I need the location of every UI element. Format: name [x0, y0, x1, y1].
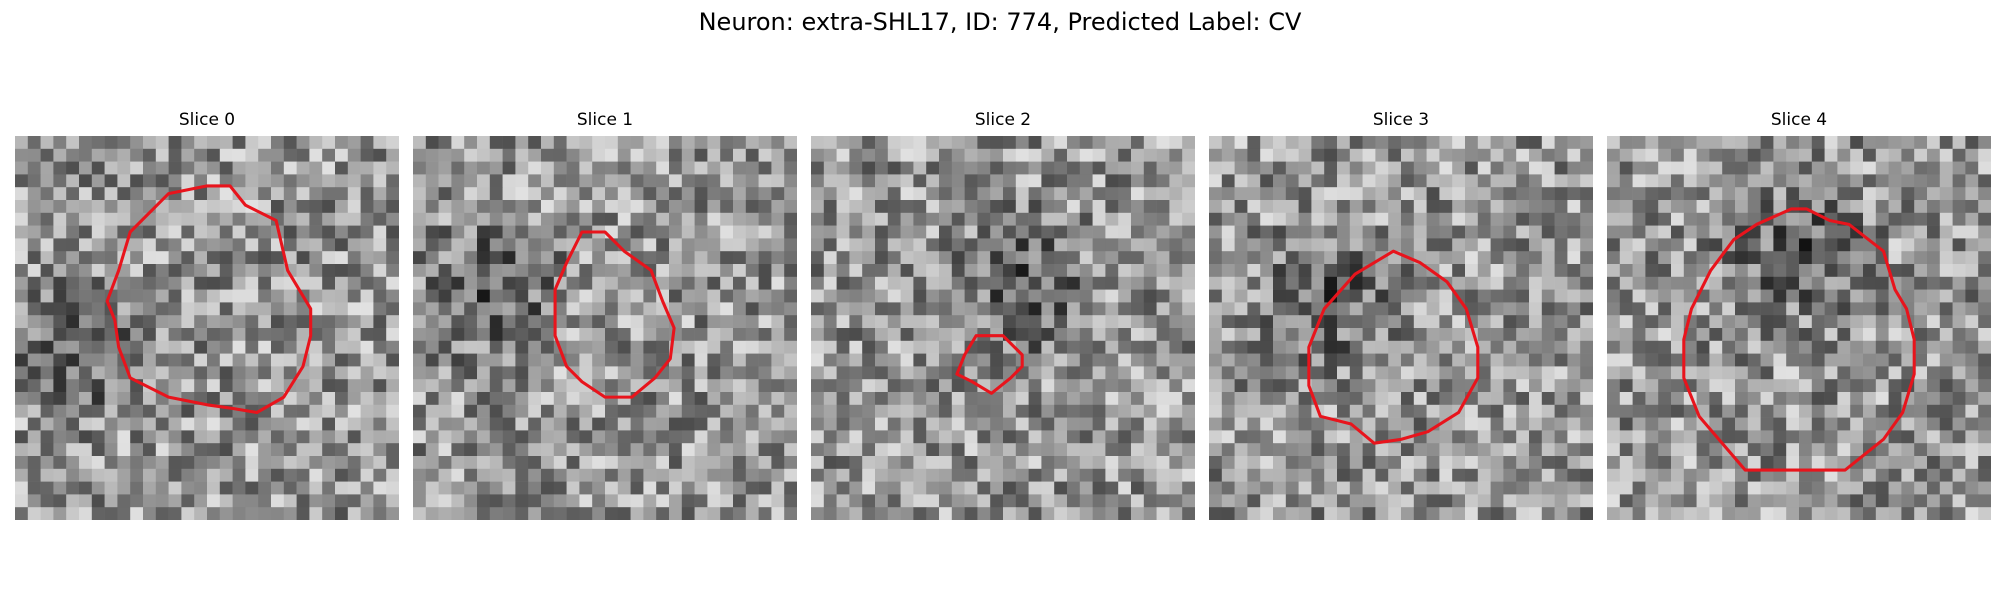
slice-panel-4: Slice 4	[1607, 108, 1991, 520]
slice-image	[811, 136, 1195, 520]
slice-image	[1209, 136, 1593, 520]
roi-contour	[955, 334, 1024, 395]
slice-panel-1: Slice 1	[413, 108, 797, 520]
slice-panel-3: Slice 3	[1209, 108, 1593, 520]
slice-image	[413, 136, 797, 520]
slice-title: Slice 3	[1372, 110, 1430, 130]
figure-title: Neuron: extra-SHL17, ID: 774, Predicted …	[698, 8, 1302, 36]
slice-title: Slice 2	[974, 110, 1032, 130]
slice-title: Slice 0	[178, 110, 236, 130]
roi-contour	[1682, 207, 1916, 472]
slice-title: Slice 4	[1770, 110, 1828, 130]
slice-image	[15, 136, 399, 520]
roi-contour	[105, 184, 313, 415]
slice-title: Slice 1	[576, 110, 634, 130]
slice-panel-2: Slice 2	[811, 108, 1195, 520]
slice-image	[1607, 136, 1991, 520]
slice-panel-0: Slice 0	[15, 108, 399, 520]
roi-contour	[1307, 249, 1480, 445]
roi-contour	[553, 230, 676, 399]
